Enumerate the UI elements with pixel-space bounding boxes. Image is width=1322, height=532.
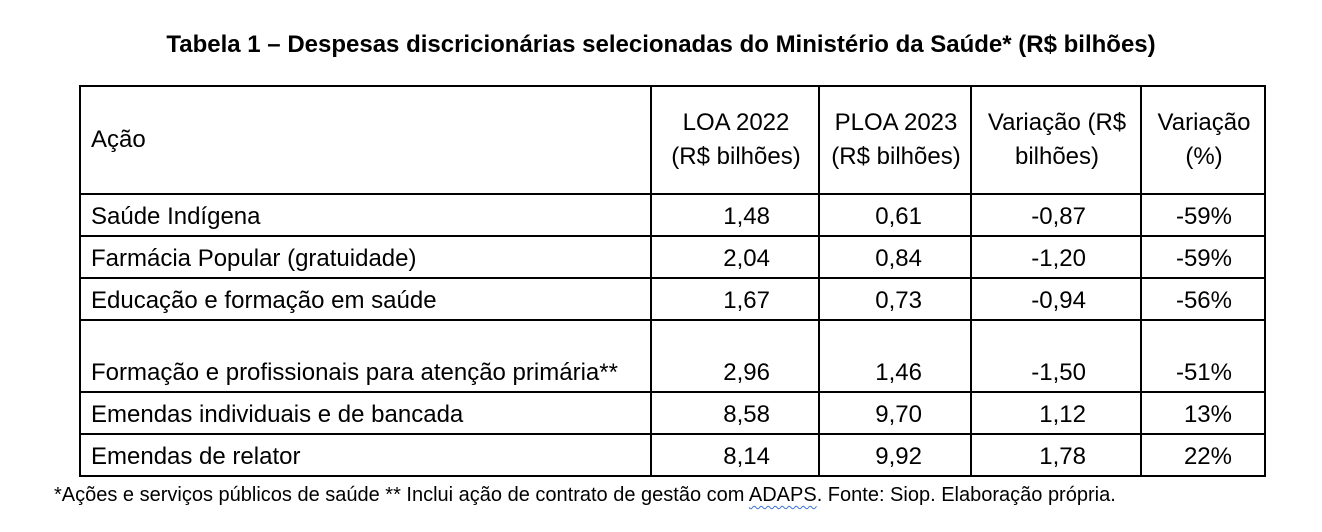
cell-loa-2022: 8,58 [650,391,820,435]
cell-variacao-rs: -1,50 [970,319,1142,393]
cell-variacao-pct: -59% [1140,235,1266,279]
header-variacao-rs: Variação (R$ bilhões) [970,85,1142,195]
cell-variacao-rs: -0,94 [970,277,1142,321]
table-row: Farmácia Popular (gratuidade) 2,04 0,84 … [79,235,1266,279]
cell-ploa-2023: 9,92 [818,433,972,477]
table-row: Emendas de relator 8,14 9,92 1,78 22% [79,433,1266,477]
header-ploa-2023: PLOA 2023 (R$ bilhões) [818,85,972,195]
footnote-text: *Ações e serviços públicos de saúde ** I… [54,484,749,506]
cell-ploa-2023: 1,46 [818,319,972,393]
cell-variacao-pct: -59% [1140,193,1266,237]
cell-acao: Emendas individuais e de bancada [79,391,652,435]
expenses-table: Ação LOA 2022 (R$ bilhões) PLOA 2023 (R$… [79,85,1266,477]
table-row: Saúde Indígena 1,48 0,61 -0,87 -59% [79,193,1266,237]
cell-loa-2022: 2,96 [650,319,820,393]
cell-loa-2022: 1,48 [650,193,820,237]
cell-ploa-2023: 0,61 [818,193,972,237]
cell-ploa-2023: 9,70 [818,391,972,435]
cell-acao: Formação e profissionais para atenção pr… [79,319,652,393]
header-acao: Ação [79,85,652,195]
table-row: Formação e profissionais para atenção pr… [79,319,1266,393]
cell-acao: Emendas de relator [79,433,652,477]
cell-acao: Farmácia Popular (gratuidade) [79,235,652,279]
table-header-row: Ação LOA 2022 (R$ bilhões) PLOA 2023 (R$… [79,85,1266,195]
cell-acao: Educação e formação em saúde [79,277,652,321]
cell-acao: Saúde Indígena [79,193,652,237]
table-row: Educação e formação em saúde 1,67 0,73 -… [79,277,1266,321]
cell-variacao-rs: -1,20 [970,235,1142,279]
cell-ploa-2023: 0,84 [818,235,972,279]
footnote-text-end: . Fonte: Siop. Elaboração própria. [816,484,1116,506]
cell-variacao-rs: -0,87 [970,193,1142,237]
cell-variacao-pct: 13% [1140,391,1266,435]
cell-loa-2022: 8,14 [650,433,820,477]
cell-variacao-pct: 22% [1140,433,1266,477]
cell-variacao-rs: 1,12 [970,391,1142,435]
cell-variacao-rs: 1,78 [970,433,1142,477]
cell-loa-2022: 1,67 [650,277,820,321]
cell-variacao-pct: -51% [1140,319,1266,393]
table-title: Tabela 1 – Despesas discricionárias sele… [166,31,1156,58]
header-variacao-pct: Variação (%) [1140,85,1266,195]
table-row: Emendas individuais e de bancada 8,58 9,… [79,391,1266,435]
cell-variacao-pct: -56% [1140,277,1266,321]
footnote: *Ações e serviços públicos de saúde ** I… [54,481,1116,509]
cell-loa-2022: 2,04 [650,235,820,279]
header-loa-2022: LOA 2022 (R$ bilhões) [650,85,820,195]
cell-ploa-2023: 0,73 [818,277,972,321]
spellcheck-flagged-word[interactable]: ADAPS [748,484,817,506]
